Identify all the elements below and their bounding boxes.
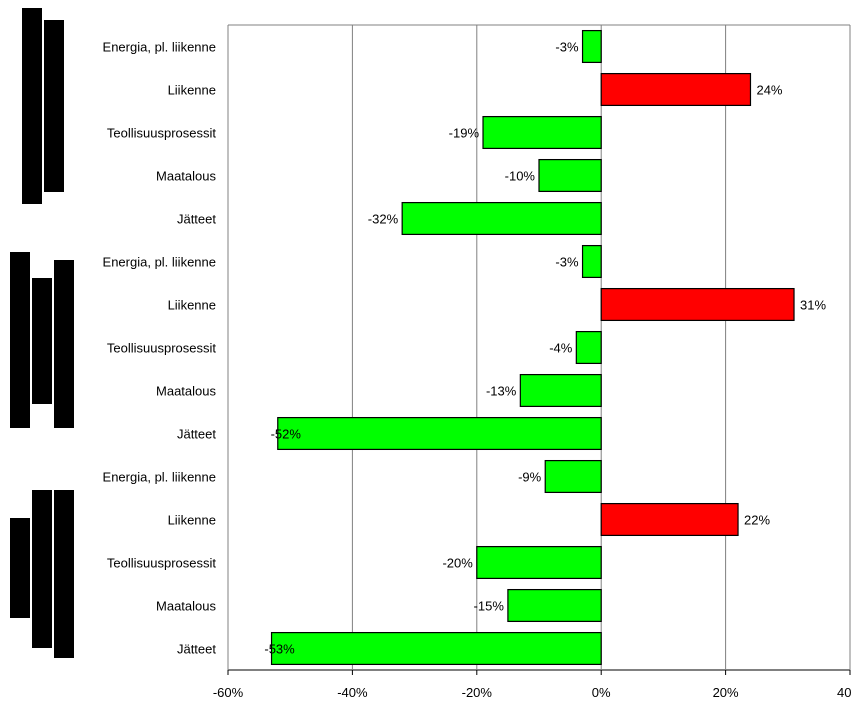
data-label: -20%	[442, 556, 473, 571]
category-label: Maatalous	[156, 599, 216, 614]
x-tick-label: -60%	[213, 685, 244, 700]
category-label: Jätteet	[177, 642, 216, 657]
category-label: Teollisuusprosessit	[107, 126, 216, 141]
x-tick-label: 0%	[592, 685, 611, 700]
data-label: -3%	[555, 255, 579, 270]
bar	[401, 201, 602, 236]
data-label: -15%	[474, 599, 505, 614]
x-tick-label: -40%	[337, 685, 368, 700]
bar	[538, 158, 602, 193]
bar	[600, 287, 795, 322]
data-label: -10%	[505, 169, 536, 184]
data-label: -32%	[368, 212, 399, 227]
data-label: -53%	[264, 642, 295, 657]
category-label: Maatalous	[156, 384, 216, 399]
bar	[482, 115, 602, 150]
bars	[270, 29, 795, 666]
x-tick-label: -20%	[462, 685, 493, 700]
data-label: -52%	[271, 427, 302, 442]
data-label: -3%	[555, 40, 579, 55]
data-label: -19%	[449, 126, 480, 141]
redaction-block	[44, 20, 64, 192]
data-label: -13%	[486, 384, 517, 399]
bar	[581, 29, 602, 64]
x-axis-tick-labels: -60% -40% -20% 0% 20% 40%	[213, 685, 852, 700]
bar	[277, 416, 602, 451]
bar	[507, 588, 602, 623]
x-tick-label: 20%	[713, 685, 739, 700]
redaction-block	[10, 518, 30, 618]
bar	[544, 459, 602, 494]
category-label: Liikenne	[168, 513, 216, 528]
data-labels: -3% 24% -19% -10% -32% -3% 31% -4% -13% -52% -9% 22…	[264, 40, 826, 657]
category-label: Liikenne	[168, 83, 216, 98]
category-label: Jätteet	[177, 427, 216, 442]
category-label: Teollisuusprosessit	[107, 341, 216, 356]
category-label: Maatalous	[156, 169, 216, 184]
redaction-block	[22, 8, 42, 204]
bar	[575, 330, 602, 365]
category-labels: Energia, pl. liikenne Liikenne Teollisuusp…	[103, 40, 217, 657]
category-label: Energia, pl. liikenne	[103, 470, 216, 485]
bar	[270, 631, 602, 666]
x-tick-label: 40%	[837, 685, 852, 700]
category-label: Jätteet	[177, 212, 216, 227]
data-label: -4%	[549, 341, 573, 356]
redaction-block	[54, 260, 74, 428]
bar	[581, 244, 602, 279]
data-label: 31%	[800, 298, 826, 313]
category-label: Energia, pl. liikenne	[103, 255, 216, 270]
bar	[600, 502, 739, 537]
category-label: Teollisuusprosessit	[107, 556, 216, 571]
redaction-blocks	[10, 8, 74, 658]
category-label: Energia, pl. liikenne	[103, 40, 216, 55]
bar	[600, 72, 752, 107]
category-label: Liikenne	[168, 298, 216, 313]
redaction-block	[10, 252, 30, 428]
redaction-block	[54, 490, 74, 658]
redaction-block	[32, 278, 52, 404]
data-label: 24%	[756, 83, 782, 98]
redaction-block	[32, 490, 52, 648]
data-label: -9%	[518, 470, 542, 485]
bar	[519, 373, 602, 408]
data-label: 22%	[744, 513, 770, 528]
bar	[476, 545, 602, 580]
